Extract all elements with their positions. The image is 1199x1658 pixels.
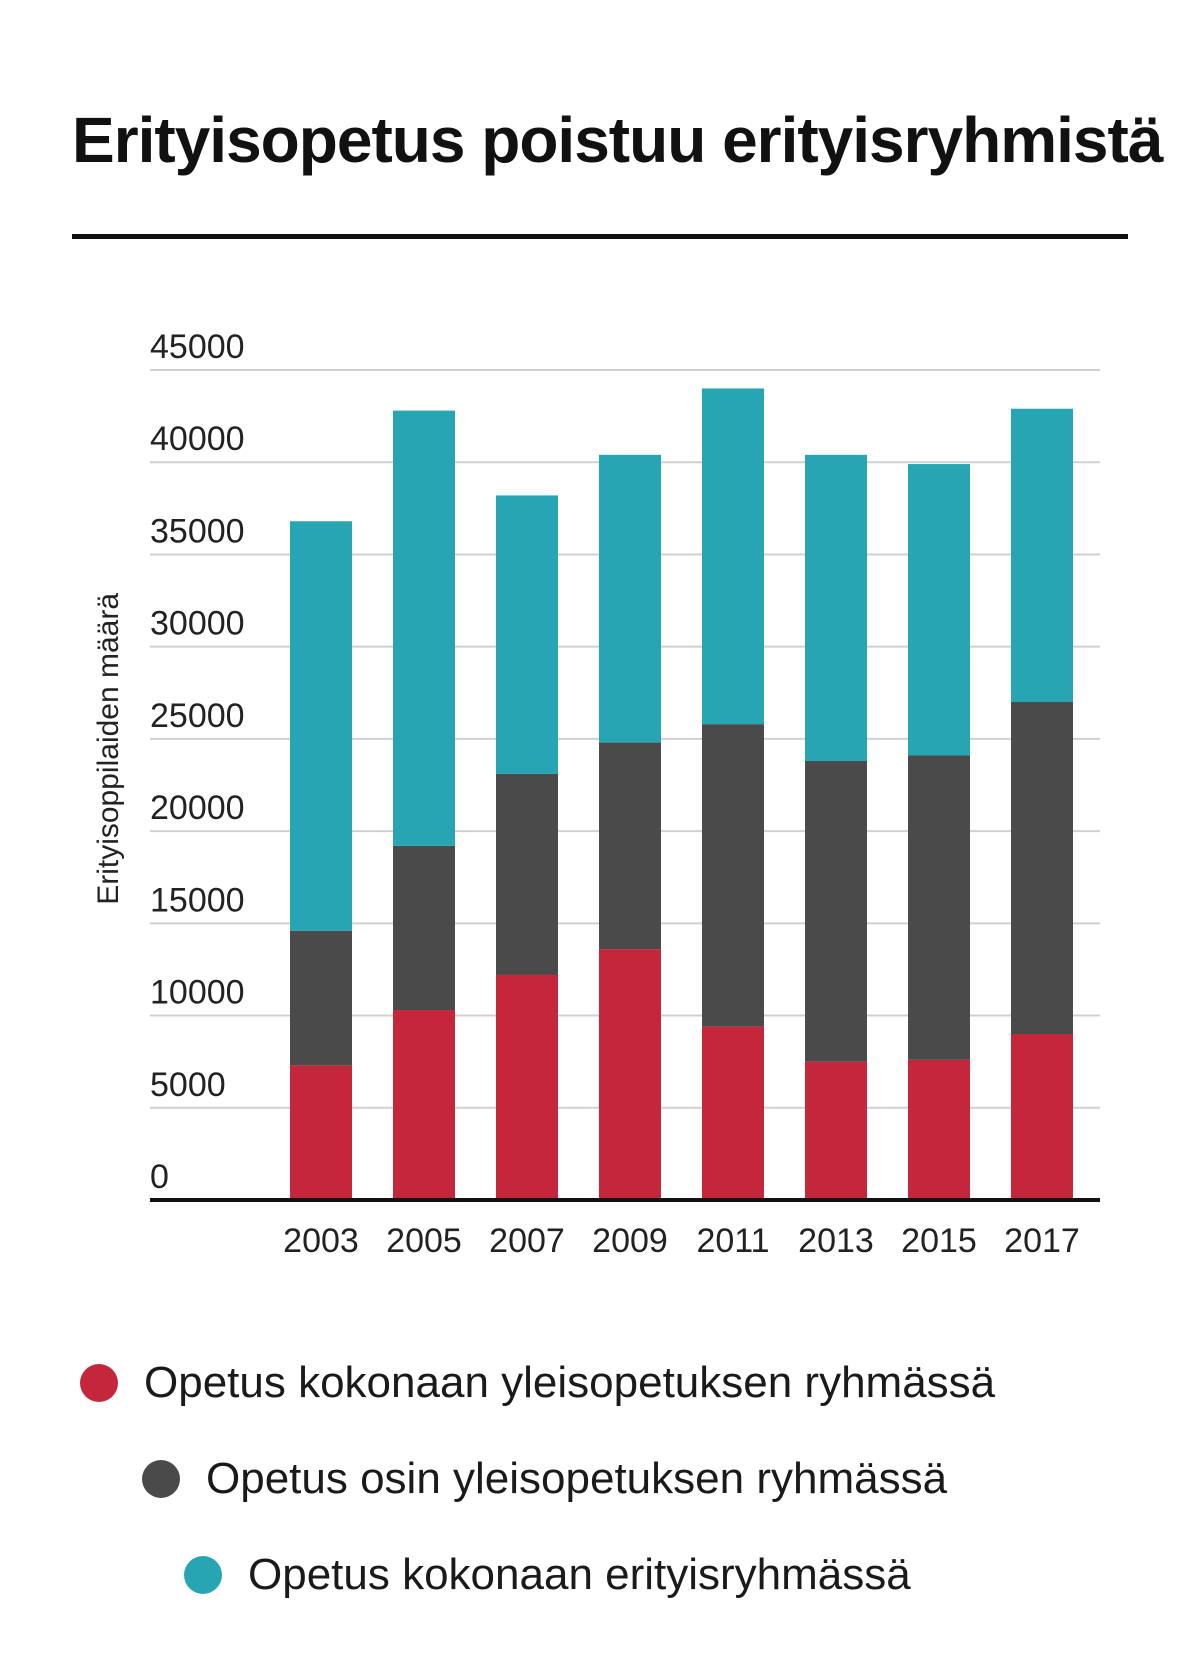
bar-2005-series-3 (393, 410, 455, 846)
y-tick-label: 15000 (150, 881, 245, 919)
y-tick-label: 5000 (150, 1066, 226, 1104)
y-tick-label: 20000 (150, 789, 245, 827)
x-tick-label: 2011 (696, 1222, 769, 1260)
x-tick-label: 2005 (386, 1222, 462, 1260)
legend-label: Opetus kokonaan erityisryhmässä (248, 1550, 911, 1599)
y-tick-label: 10000 (150, 974, 245, 1012)
bar-2017-series-1 (1011, 1034, 1073, 1200)
bar-2015-series-1 (908, 1059, 970, 1200)
bar-2005-series-2 (393, 845, 455, 1011)
chart-title: Erityisopetus poistuu erityisryhmistä (72, 104, 1163, 176)
legend-item: Opetus kokonaan yleisopetuksen ryhmässä (80, 1358, 995, 1408)
x-tick-label: 2017 (1004, 1222, 1080, 1260)
legend-swatch (184, 1556, 222, 1594)
x-tick-label: 2003 (283, 1222, 359, 1260)
legend-swatch (142, 1460, 180, 1498)
bar-2003-series-3 (290, 521, 352, 931)
legend-label: Opetus kokonaan yleisopetuksen ryhmässä (144, 1358, 996, 1407)
bar-2011-series-1 (702, 1026, 764, 1200)
bar-2015-series-2 (908, 755, 970, 1060)
x-tick-labels: 2003 2005 2007 2009 2011 2013 2015 2017 (283, 1222, 1080, 1260)
stacked-bar-chart: 0 5000 10000 15000 20000 25000 30000 35000 40000… (92, 328, 1100, 1260)
y-tick-label: 35000 (150, 512, 245, 550)
bar-2015-series-3 (908, 464, 970, 756)
bar-2003-series-2 (290, 930, 352, 1066)
y-tick-label: 30000 (150, 605, 245, 643)
y-tick-label: 0 (150, 1158, 169, 1196)
bar-2009-series-1 (599, 949, 661, 1200)
x-tick-label: 2015 (901, 1222, 977, 1260)
bar-2011-series-3 (702, 388, 764, 725)
y-tick-label: 45000 (150, 328, 245, 366)
bar-2009-series-2 (599, 742, 661, 950)
legend-item: Opetus osin yleisopetuksen ryhmässä (142, 1454, 947, 1504)
bar-2003-series-1 (290, 1065, 352, 1200)
legend-item: Opetus kokonaan erityisryhmässä (184, 1550, 911, 1600)
bar-2013-series-3 (805, 454, 867, 762)
y-axis-title: Erityisoppilaiden määrä (92, 593, 125, 905)
bar-2009-series-3 (599, 454, 661, 743)
bar-2007-series-2 (496, 773, 558, 975)
bar-2017-series-3 (1011, 408, 1073, 702)
bars (290, 388, 1073, 1200)
x-tick-label: 2013 (798, 1222, 874, 1260)
bar-2005-series-1 (393, 1010, 455, 1200)
bar-2013-series-1 (805, 1061, 867, 1200)
bar-2011-series-2 (702, 724, 764, 1027)
bar-2007-series-1 (496, 974, 558, 1200)
y-tick-label: 25000 (150, 697, 245, 735)
legend-label: Opetus osin yleisopetuksen ryhmässä (206, 1454, 948, 1503)
bar-2013-series-2 (805, 761, 867, 1062)
bar-2007-series-3 (496, 495, 558, 774)
y-tick-label: 40000 (150, 420, 245, 458)
bar-2017-series-2 (1011, 702, 1073, 1034)
legend-swatch (80, 1364, 118, 1402)
x-tick-label: 2009 (592, 1222, 668, 1260)
y-tick-labels: 0 5000 10000 15000 20000 25000 30000 35000 40000… (150, 328, 245, 1196)
x-tick-label: 2007 (489, 1222, 565, 1260)
title-divider (72, 234, 1128, 239)
